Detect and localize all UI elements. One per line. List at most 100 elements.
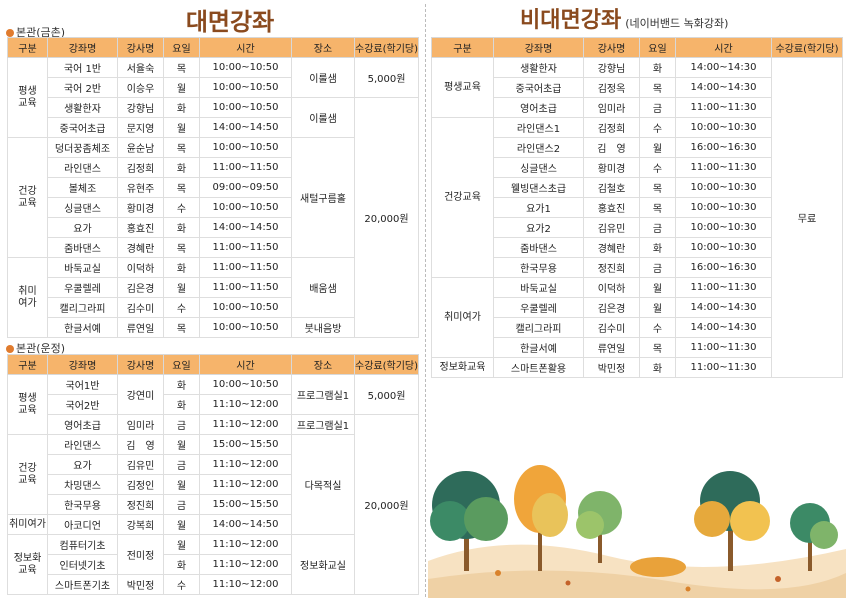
- course-cell: 볼체조: [47, 177, 118, 198]
- time-cell: 15:00~15:50: [199, 434, 292, 455]
- teacher-cell: 박민정: [117, 574, 164, 595]
- day-cell: 목: [639, 197, 676, 218]
- header-day: 요일: [163, 37, 200, 58]
- day-cell: 월: [639, 277, 676, 298]
- category-cell: 취미여가: [7, 514, 48, 535]
- category-label: 건강 교육: [18, 462, 37, 486]
- table-row: 우쿨렐레 김은경 월 14:00~14:30: [432, 297, 843, 318]
- teacher-cell: 정진희: [117, 494, 164, 515]
- category-cell: 취미 여가: [7, 257, 48, 338]
- course-cell: 요가: [47, 217, 118, 238]
- table-header-row: 구분 강좌명 강사명 요일 시간 장소 수강료(학기당): [7, 354, 419, 375]
- teacher-cell: 임미라: [117, 414, 164, 435]
- table-row: 건강 교육 덩더꿍좀체조 윤순남 목 10:00~10:50 새털구름홀: [7, 137, 419, 258]
- table-row: 싱글댄스 황미경 수 10:00~10:50: [8, 197, 419, 218]
- course-cell: 생활한자: [47, 97, 118, 118]
- table-row: 건강교육 라인댄스1 김정희 수 10:00~10:30: [431, 117, 843, 278]
- time-cell: 10:00~10:50: [199, 97, 292, 118]
- course-cell: 라인댄스: [47, 157, 118, 178]
- table-row: 영어초급 임미라 금 11:10~12:00 프로그램실1 20,000원: [8, 414, 419, 595]
- day-cell: 화: [639, 357, 676, 378]
- fee-cell: 5,000원: [354, 374, 419, 415]
- bullet-icon: [6, 29, 14, 37]
- header-course: 강좌명: [493, 37, 584, 58]
- day-cell: 금: [639, 257, 676, 278]
- place-cell: 새털구름홀: [291, 137, 355, 258]
- time-cell: 14:00~14:30: [675, 317, 772, 338]
- time-cell: 14:00~14:30: [675, 297, 772, 318]
- time-cell: 11:00~11:50: [199, 237, 292, 258]
- time-cell: 11:10~12:00: [199, 534, 292, 555]
- category-label: 취미 여가: [18, 285, 37, 309]
- day-cell: 목: [639, 177, 676, 198]
- place-cell: 정보화교실: [291, 534, 355, 595]
- header-time: 시간: [675, 37, 772, 58]
- teacher-cell: 이덕하: [117, 257, 164, 278]
- day-cell: 목: [163, 177, 200, 198]
- online-title: 비대면강좌 (네이버밴드 녹화강좌): [520, 2, 728, 34]
- header-gubun: 구분: [431, 37, 494, 58]
- day-cell: 화: [639, 57, 676, 78]
- course-cell: 덩더꿍좀체조: [47, 137, 118, 158]
- header-teacher: 강사명: [117, 37, 164, 58]
- category-label: 정보화 교육: [13, 552, 42, 576]
- day-cell: 금: [163, 414, 200, 435]
- teacher-cell: 김정옥: [583, 77, 640, 98]
- day-cell: 수: [163, 574, 200, 595]
- teacher-cell: 문지영: [117, 117, 164, 138]
- place-cell: 이룰샘: [291, 57, 355, 98]
- header-teacher: 강사명: [117, 354, 164, 375]
- online-schedule-table: 구분 강좌명 강사명 요일 시간 수강료(학기당) 평생교육 생활한자 강향님 …: [431, 37, 843, 378]
- branch-name: 본관(금촌): [16, 26, 66, 39]
- table-row: 라인댄스 김정희 화 11:00~11:50: [8, 157, 419, 178]
- time-cell: 10:00~10:30: [675, 217, 772, 238]
- header-fee: 수강료(학기당): [354, 354, 419, 375]
- time-cell: 11:00~11:30: [675, 357, 772, 378]
- table-row: 취미여가 바둑교실 이덕하 월 11:00~11:30: [431, 277, 843, 358]
- course-cell: 우쿨렐레: [493, 297, 584, 318]
- table-row: 싱글댄스 황미경 수 11:00~11:30: [432, 157, 843, 178]
- time-cell: 14:00~14:50: [199, 514, 292, 535]
- unjeong-schedule-table: 구분 강좌명 강사명 요일 시간 장소 수강료(학기당) 평생 교육 국어1반 …: [7, 354, 419, 595]
- place-cell: 배움샘: [291, 257, 355, 318]
- day-cell: 월: [163, 117, 200, 138]
- table-row: 정보화교육 스마트폰활용 박민정 화 11:00~11:30: [431, 357, 843, 378]
- teacher-cell: 김수미: [117, 297, 164, 318]
- time-cell: 10:00~10:30: [675, 177, 772, 198]
- table-row: 취미여가 아코디언 강복희 월 14:00~14:50: [7, 514, 419, 535]
- teacher-cell: 이승우: [117, 77, 164, 98]
- table-row: 한글서예 류연일 목 10:00~10:50 붓내음방: [8, 317, 419, 338]
- day-cell: 목: [163, 317, 200, 338]
- face-to-face-title: 대면강좌: [185, 8, 275, 36]
- day-cell: 월: [639, 297, 676, 318]
- online-subtitle: (네이버밴드 녹화강좌): [625, 17, 729, 30]
- teacher-cell: 정진희: [583, 257, 640, 278]
- teacher-cell: 김 영: [583, 137, 640, 158]
- course-cell: 컴퓨터기초: [47, 534, 118, 555]
- teacher-cell: 김정희: [583, 117, 640, 138]
- teacher-cell: 강향님: [117, 97, 164, 118]
- day-cell: 목: [639, 77, 676, 98]
- place-cell: 프로그램실1: [291, 374, 355, 415]
- course-cell: 인터넷기초: [47, 554, 118, 575]
- course-cell: 스마트폰기초: [47, 574, 118, 595]
- header-course: 강좌명: [47, 354, 118, 375]
- course-cell: 한글서예: [493, 337, 584, 358]
- table-row: 차밍댄스 김정인 월 11:10~12:00: [8, 474, 419, 495]
- course-cell: 중국어초급: [493, 77, 584, 98]
- time-cell: 11:00~11:50: [199, 157, 292, 178]
- teacher-cell: 황미경: [583, 157, 640, 178]
- place-cell: 프로그램실1: [291, 414, 355, 435]
- time-cell: 15:00~15:50: [199, 494, 292, 515]
- table-row: 영어초급 임미라 금 11:00~11:30: [432, 97, 843, 118]
- table-header-row: 구분 강좌명 강사명 요일 시간 수강료(학기당): [431, 37, 843, 58]
- teacher-cell: 경혜란: [583, 237, 640, 258]
- table-row: 평생 교육 국어 1반 서율숙 목 10:00~10:50 이룰샘 5,000원: [7, 57, 419, 138]
- teacher-cell: 강복희: [117, 514, 164, 535]
- course-cell: 웰빙댄스초급: [493, 177, 584, 198]
- header-place: 장소: [291, 354, 355, 375]
- table-row: 중국어초급 문지영 월 14:00~14:50: [8, 117, 419, 138]
- teacher-cell: 김정인: [117, 474, 164, 495]
- table-row: 스마트폰기초 박민정 수 11:10~12:00: [8, 574, 419, 595]
- day-cell: 수: [639, 117, 676, 138]
